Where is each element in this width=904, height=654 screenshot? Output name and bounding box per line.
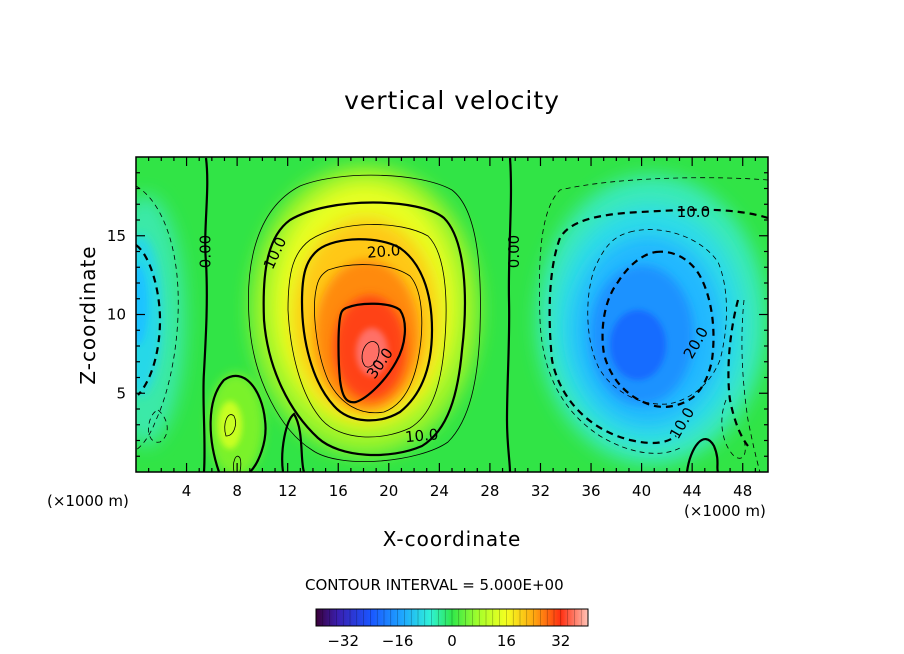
contour-pos-30 <box>337 302 406 404</box>
contour-label-text: 0.00 <box>197 235 215 268</box>
colorbar-ticks: −32 −16 0 16 32 <box>327 632 570 650</box>
contour-neg-right-10 <box>548 208 768 445</box>
contour-lobe-sliver <box>233 455 242 472</box>
y-axis-label: Z-coordinate <box>76 245 100 385</box>
contour-neg-right-vert-a <box>741 299 761 472</box>
x-unit-label-left: (×1000 m) <box>47 492 129 510</box>
contour-pos-10 <box>262 201 466 457</box>
y-tick-label: 10 <box>107 306 126 324</box>
velocity-field <box>136 157 768 472</box>
zero-contour-hump <box>281 412 306 472</box>
contour-label-text: 10.0 <box>404 425 439 446</box>
contour-lobe-5 <box>224 414 236 437</box>
x-tick-label: 48 <box>733 482 752 500</box>
x-axis-ticks: 4 8 12 16 20 24 28 32 36 40 44 48 <box>148 157 756 500</box>
x-tick-label: 4 <box>182 482 192 500</box>
x-axis-label: X-coordinate <box>382 527 522 551</box>
contour-label: 0.00 <box>505 235 523 268</box>
contour-lines <box>136 157 768 472</box>
x-tick-label: 20 <box>379 482 398 500</box>
x-tick-label: 40 <box>632 482 651 500</box>
chart-title: vertical velocity <box>344 86 560 115</box>
colorbar: −32 −16 0 16 32 <box>315 608 589 650</box>
colorbar-tick-label: −32 <box>327 632 359 650</box>
contour-pos-15 <box>287 224 447 438</box>
contour-neg-right-vert-c <box>727 299 749 447</box>
contour-neg-right-20 <box>601 250 715 408</box>
x-tick-label: 8 <box>232 482 242 500</box>
contour-label-text: 10.0 <box>677 203 710 221</box>
contour-neg-left-5b <box>148 409 168 443</box>
left-downdraft-region <box>136 195 185 445</box>
contour-pos-5 <box>248 174 481 462</box>
x-tick-label: 16 <box>329 482 348 500</box>
colorbar-tick-label: 32 <box>551 632 570 650</box>
contour-label-text: 0.00 <box>505 235 523 268</box>
x-tick-label: 28 <box>480 482 499 500</box>
x-tick-label: 36 <box>581 482 600 500</box>
colorbar-tick-label: 16 <box>497 632 516 650</box>
contour-neg-left-5 <box>136 185 179 451</box>
contour-pos-20 <box>300 238 434 422</box>
y-tick-label: 5 <box>116 384 126 402</box>
contour-label: 10.0 <box>677 203 710 221</box>
contour-neg-right-vert-b <box>721 399 746 459</box>
colorbar-tick-label: −16 <box>382 632 414 650</box>
contour-label-text: 20.0 <box>366 241 401 262</box>
contour-interval-label: CONTOUR INTERVAL = 5.000E+00 <box>305 576 564 594</box>
x-tick-label: 12 <box>278 482 297 500</box>
contour-label: 10.0 <box>404 425 439 446</box>
x-tick-label: 44 <box>683 482 702 500</box>
y-tick-label: 15 <box>107 227 126 245</box>
zero-contour-right <box>505 157 513 472</box>
zero-contour-left <box>202 157 209 472</box>
colorbar-tick-label: 0 <box>447 632 457 650</box>
zero-contour-lobe <box>209 374 267 472</box>
x-tick-label: 32 <box>531 482 550 500</box>
x-tick-label: 24 <box>430 482 449 500</box>
y-axis-ticks: 5 10 15 <box>107 172 768 457</box>
colorbar-bands <box>322 609 582 626</box>
contour-label: 0.00 <box>197 235 215 268</box>
contour-pos-35 <box>361 341 380 368</box>
zero-contour-right-bottom <box>685 438 720 472</box>
contour-label: 20.0 <box>366 241 401 262</box>
right-downdraft-region <box>537 175 767 465</box>
contour-pos-25 <box>314 264 423 414</box>
contour-neg-right-15 <box>587 229 727 405</box>
x-unit-label-right: (×1000 m) <box>684 502 766 520</box>
